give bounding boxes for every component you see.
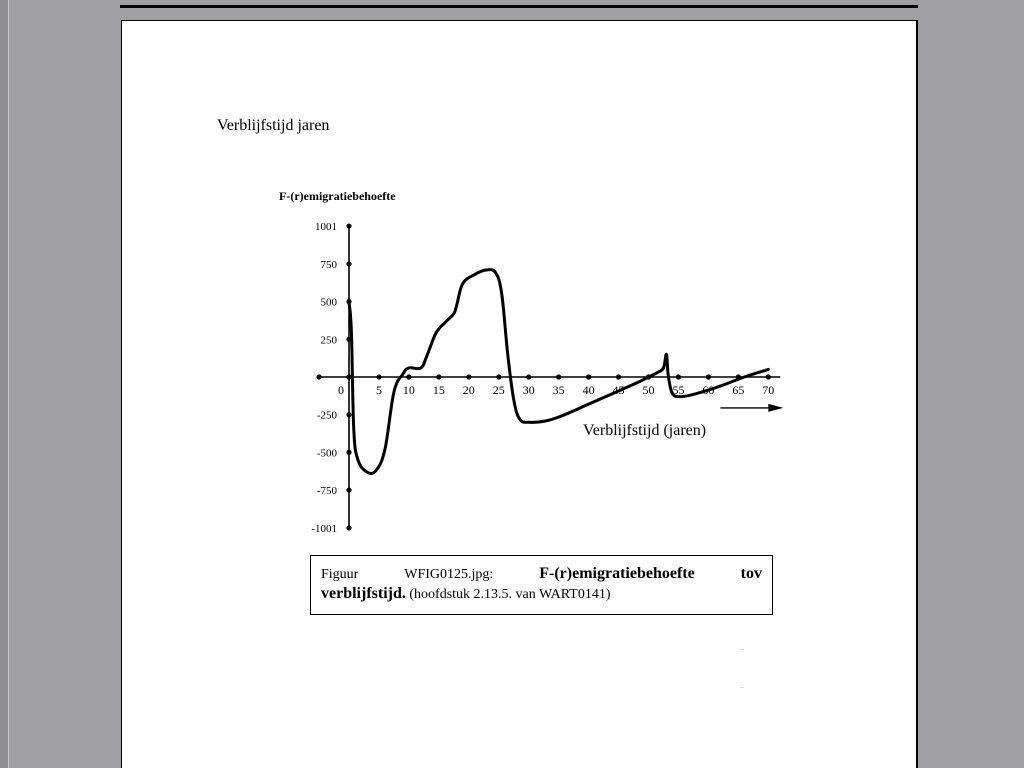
caption-prefix: Figuur	[321, 567, 359, 582]
x-tick-label: 5	[376, 383, 382, 397]
caption-title-part2: tov	[740, 565, 762, 582]
x-tick-marker	[436, 374, 442, 380]
x-tick-marker	[496, 374, 502, 380]
x-tick-marker	[765, 374, 771, 380]
x-tick-label: 65	[732, 383, 744, 397]
y-tick-label: 750	[321, 259, 338, 271]
x-tick-label: 55	[672, 383, 684, 397]
x-tick-marker	[406, 374, 412, 380]
x-tick-marker	[615, 374, 622, 380]
chart-ticks: 0 5 10 15 20 25 30 35 40 45 50 55 60 65 70100175050025…	[311, 221, 774, 535]
y-tick-marker	[346, 374, 352, 380]
caption-line-2: verblijfstijd. (hoofdstuk 2.13.5. van WA…	[321, 584, 762, 604]
x-tick-label: 70	[762, 383, 774, 397]
x-tick-label: 10	[403, 383, 415, 397]
figure-caption: Figuur WFIG0125.jpg: F-(r)emigratiebehoe…	[310, 555, 773, 615]
x-tick-marker	[556, 374, 562, 380]
scan-artifact	[740, 687, 744, 688]
x-tick-label: 35	[553, 383, 565, 397]
emigration-need-chart: F-(r)emigratiebehoefte 0 5 10 15 20 25 30 35 40 4…	[279, 189, 784, 535]
caption-reference: (hoofdstuk 2.13.5. van WART0141)	[409, 587, 611, 602]
series-line	[347, 268, 770, 475]
chart-title: F-(r)emigratiebehoefte	[279, 189, 396, 203]
chart-axes	[319, 226, 784, 528]
y-tick-marker	[346, 223, 352, 229]
x-tick-marker	[526, 374, 532, 380]
x-tick-marker	[675, 374, 682, 380]
y-tick-label: -1001	[311, 523, 337, 535]
x-tick-label: 20	[463, 383, 475, 397]
y-tick-marker	[346, 412, 352, 418]
x-tick-marker	[376, 374, 382, 380]
y-tick-label: -500	[317, 447, 338, 459]
y-tick-label: 1001	[315, 221, 337, 233]
scan-artifact	[740, 649, 744, 650]
x-axis-label: Verblijfstijd (jaren)	[583, 422, 706, 439]
document-page: Verblijfstijd jaren F-(r)emigratiebehoef…	[121, 20, 918, 768]
page-heading: Verblijfstijd jaren	[217, 117, 330, 134]
page-top-rule	[120, 5, 918, 8]
x-axis-arrow-head	[768, 403, 784, 412]
x-tick-marker	[705, 374, 712, 380]
x-tick-label: 25	[493, 383, 505, 397]
caption-title-part1: F-(r)emigratiebehoefte	[539, 565, 695, 582]
y-tick-label: -750	[317, 485, 338, 497]
x-tick-label: 50	[643, 383, 655, 397]
chart-series	[347, 268, 770, 475]
y-tick-label: 500	[321, 297, 338, 309]
y-tick-marker	[346, 487, 352, 493]
x-tick-label: 40	[583, 383, 595, 397]
caption-title-part3: verblijfstijd.	[321, 585, 406, 602]
x-tick-marker	[466, 374, 472, 380]
x-tick-marker	[586, 374, 592, 380]
caption-filename: WFIG0125.jpg:	[404, 567, 494, 582]
x-tick-label: 15	[433, 383, 445, 397]
y-tick-label: -250	[317, 410, 338, 422]
y-tick-label: 250	[321, 334, 338, 346]
x-tick-label: 30	[523, 383, 535, 397]
y-tick-marker	[346, 449, 352, 455]
x-axis-end-marker	[316, 374, 322, 380]
x-tick-label: 0	[338, 383, 344, 397]
caption-line-1: Figuur WFIG0125.jpg: F-(r)emigratiebehoe…	[321, 564, 762, 584]
y-tick-marker	[346, 525, 352, 531]
viewer-left-edge	[0, 0, 9, 768]
y-tick-marker	[346, 261, 352, 267]
